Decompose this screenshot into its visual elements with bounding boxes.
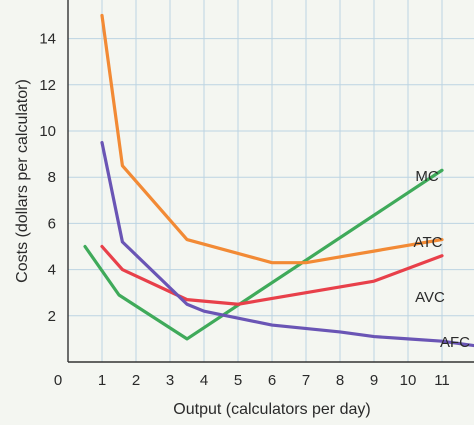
series-label-atc: ATC xyxy=(414,234,443,251)
series-label-afc: AFC xyxy=(440,334,470,351)
y-tick-label: 4 xyxy=(48,262,56,279)
x-tick-label: 10 xyxy=(400,372,417,389)
y-tick-label: 14 xyxy=(39,31,56,48)
y-tick-label: 6 xyxy=(48,215,56,232)
x-tick-label: 5 xyxy=(234,372,242,389)
y-tick-label: 12 xyxy=(39,77,56,94)
series-lines xyxy=(83,13,474,348)
grid xyxy=(68,0,474,362)
series-label-mc: MC xyxy=(415,168,438,185)
x-axis-title: Output (calculators per day) xyxy=(173,401,370,418)
x-tick-label: 0 xyxy=(54,372,62,389)
series-line-atc xyxy=(100,13,444,265)
y-tick-label: 16 xyxy=(39,0,56,1)
series-label-avc: AVC xyxy=(415,289,445,306)
x-tick-label: 4 xyxy=(200,372,208,389)
x-tick-label: 3 xyxy=(166,372,174,389)
x-tick-label: 11 xyxy=(434,372,450,389)
y-tick-label: 8 xyxy=(48,169,56,186)
series-line-mc xyxy=(83,168,444,341)
x-tick-label: 7 xyxy=(302,372,310,389)
series-labels: MC ATC AVC AFC xyxy=(414,168,471,351)
x-tick-label: 1 xyxy=(98,372,106,389)
x-tick-label: 6 xyxy=(268,372,276,389)
series-line-afc xyxy=(100,140,474,348)
x-tick-label: 2 xyxy=(132,372,140,389)
y-tick-label: 10 xyxy=(39,123,56,140)
y-axis-title: Costs (dollars per calculator) xyxy=(14,79,31,283)
y-tick-label: 2 xyxy=(48,308,56,325)
x-tick-label: 9 xyxy=(370,372,378,389)
tick-labels: 01234567891011246810121416 xyxy=(39,0,449,389)
x-tick-label: 8 xyxy=(336,372,344,389)
series-line-avc xyxy=(100,244,444,306)
